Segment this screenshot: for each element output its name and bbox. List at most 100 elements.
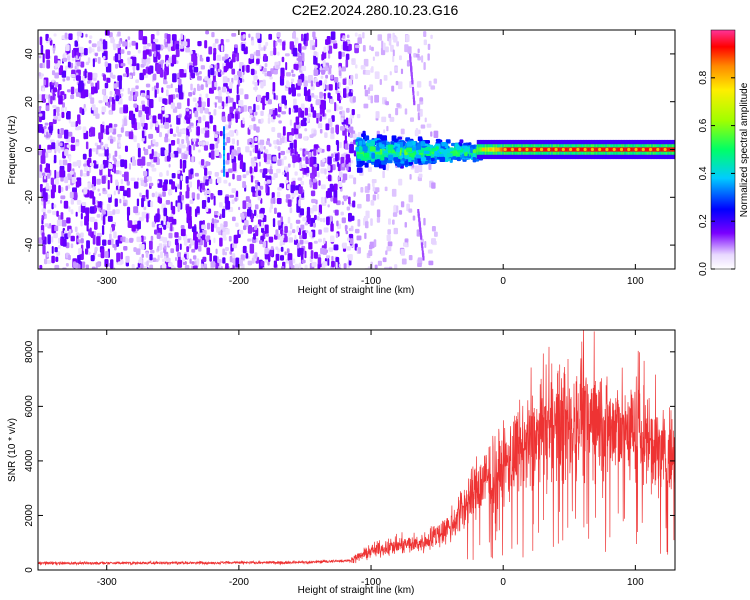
spectrogram-cell <box>219 153 222 159</box>
spectrogram-cell <box>195 72 200 76</box>
spectrogram-cell <box>218 231 221 236</box>
spectrogram-cell <box>179 181 182 190</box>
spectrogram-cell <box>102 152 105 157</box>
spectrogram-x-label: Height of straight line (km) <box>298 285 415 296</box>
spectrogram-cell <box>242 225 247 231</box>
spectrogram-cell <box>262 241 267 248</box>
spectrogram-cell <box>431 182 436 189</box>
spectrogram-cell <box>322 237 326 244</box>
spectrogram-cell <box>333 77 339 83</box>
spectrogram-cell <box>295 116 300 125</box>
spectrogram-cell <box>209 178 213 185</box>
spectrogram-cell <box>165 257 171 263</box>
spectrogram-cell <box>154 89 157 98</box>
spectrogram-cell <box>157 113 163 120</box>
spectrogram-cell <box>290 184 296 194</box>
spectrogram-cell <box>139 192 142 197</box>
spectrogram-cell <box>197 83 200 90</box>
spectrogram-cell <box>52 47 55 54</box>
spectrogram-cell <box>154 141 159 147</box>
spectrogram-cell <box>97 46 101 52</box>
spectrogram-cell <box>110 174 113 184</box>
spectrogram-cell <box>419 97 424 102</box>
spectrogram-cell <box>329 98 334 105</box>
spectrogram-cell <box>38 55 42 59</box>
spectrogram-cell <box>57 133 63 139</box>
spectrogram-cell <box>170 39 173 47</box>
spectrogram-cell <box>259 144 264 152</box>
spectrogram-cell <box>364 89 369 97</box>
spectrogram-cell <box>63 93 67 100</box>
spectrogram-cell <box>357 203 362 209</box>
spectrogram-cell <box>326 216 330 226</box>
spectrogram-cell <box>188 181 193 188</box>
spectrogram-cell <box>280 150 286 156</box>
spectrogram-cell <box>294 263 299 269</box>
spectrogram-cell <box>254 137 258 142</box>
spectrogram-cell <box>318 238 323 243</box>
spectrogram-cell <box>178 78 182 86</box>
spectrogram-y-tick-label: 0 <box>24 146 35 152</box>
spectrogram-cell <box>301 46 307 50</box>
spectrogram-cell <box>303 37 306 45</box>
spectrogram-cell <box>349 143 354 154</box>
spectrogram-cell <box>311 92 315 98</box>
spectrogram-cell <box>194 172 199 177</box>
spectrogram-cell <box>421 246 424 251</box>
spectrogram-cell <box>312 205 318 212</box>
spectrogram-cell <box>323 227 329 233</box>
spectrogram-cell <box>49 125 53 134</box>
spectrogram-cell <box>371 179 377 184</box>
spectrogram-cell <box>67 61 71 68</box>
spectrogram-cell <box>128 163 131 170</box>
spectrogram-cell <box>143 146 146 152</box>
spectrogram-cell <box>78 46 84 53</box>
spectrogram-cell <box>408 255 413 261</box>
spectrogram-cell <box>303 80 308 87</box>
spectrogram-cell <box>396 103 401 108</box>
snr-x-tick-label: -200 <box>229 577 249 588</box>
spectrogram-cell <box>171 218 177 225</box>
spectrogram-cell <box>322 108 325 117</box>
spectrogram-cell <box>459 139 464 144</box>
spectrogram-cell <box>178 92 184 100</box>
spectrogram-cell <box>234 197 238 202</box>
spectrogram-cell <box>332 40 337 44</box>
spectrogram-cell <box>419 233 422 238</box>
spectrogram-cell <box>47 234 51 245</box>
spectrogram-cell <box>60 237 63 246</box>
spectrogram-cell <box>50 177 54 185</box>
spectrogram-cell <box>38 113 43 117</box>
colorbar-label: Normalized spectral amplitude <box>739 82 750 217</box>
spectrogram-cell <box>408 194 414 203</box>
snr-x-tick-label: -300 <box>97 577 117 588</box>
spectrogram-cell <box>341 179 346 183</box>
spectrogram-cell <box>282 41 286 51</box>
spectrogram-cell <box>374 71 380 79</box>
spectrogram-cell <box>131 264 135 269</box>
colorbar: 0.00.20.40.60.8 Normalized spectral ampl… <box>698 29 750 276</box>
spectrogram-cell <box>291 127 294 137</box>
spectrogram-cell <box>53 233 58 239</box>
spectrogram-cell <box>268 236 274 243</box>
spectrogram-cell <box>417 262 422 268</box>
spectrogram-cell <box>275 95 279 101</box>
spectrogram-cell <box>219 262 222 268</box>
spectrogram-cell <box>72 191 78 201</box>
spectrogram-cell <box>176 138 180 145</box>
spectrogram-cell <box>414 129 419 137</box>
spectrogram-cell <box>61 70 67 78</box>
spectrogram-cell <box>39 264 43 269</box>
spectrogram-cell <box>87 72 93 81</box>
spectrogram-cell <box>127 211 130 221</box>
spectrogram-cell <box>254 204 259 210</box>
spectrogram-cell <box>387 144 394 151</box>
spectrogram-cell <box>235 130 239 136</box>
spectrogram-cell <box>263 46 266 52</box>
spectrogram-cell <box>187 125 192 130</box>
snr-y-tick-label: 8000 <box>24 340 35 363</box>
spectrogram-cell <box>102 55 106 60</box>
spectrogram-cell <box>223 130 226 135</box>
spectrogram-cell <box>170 201 173 211</box>
